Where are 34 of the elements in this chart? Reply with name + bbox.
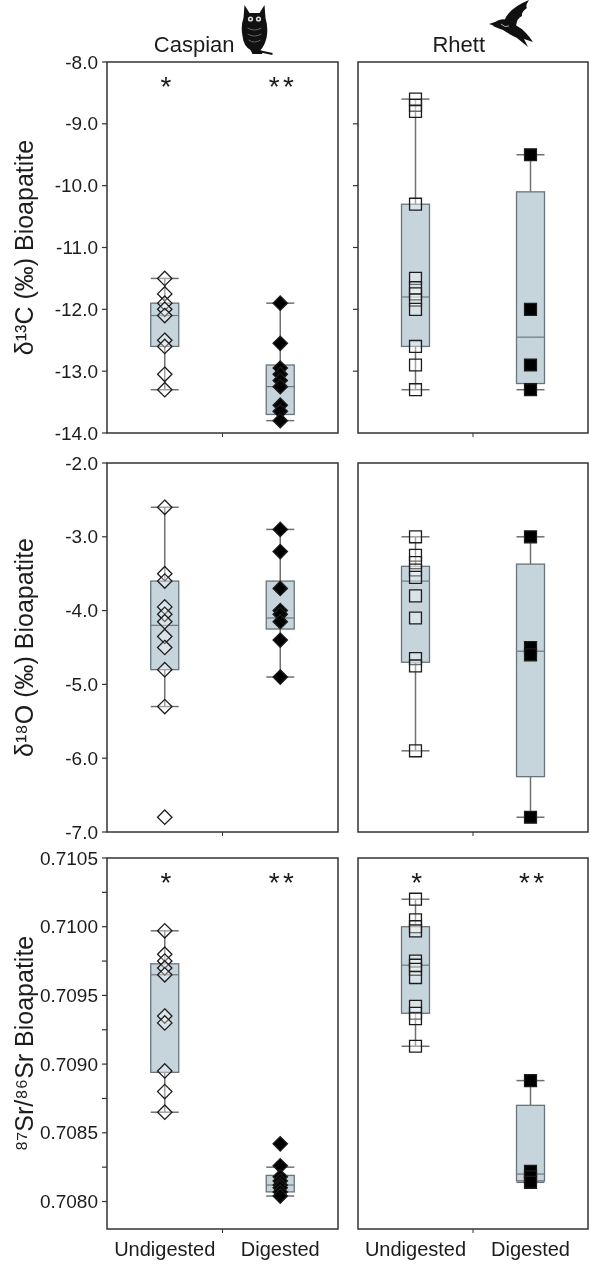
y-tick-label: -2.0 (65, 452, 98, 474)
y-tick-label: -5.0 (65, 674, 98, 696)
annotation: * (160, 867, 172, 898)
y-tick-label: -11.0 (56, 237, 98, 259)
x-tick-label: Digested (240, 1238, 320, 1260)
y-tick-label: -12.0 (54, 298, 98, 320)
chart-title: Rhett (432, 32, 485, 57)
y-axis-title: δ¹⁸O (‰) Bioapatite (9, 538, 38, 757)
y-tick-label: -8.0 (65, 51, 98, 73)
annotation: * (411, 867, 423, 898)
annotation: * * (268, 867, 295, 898)
y-axis-title: δ¹³C (‰) Bioapatite (9, 139, 38, 356)
y-tick-label: 0.7100 (39, 916, 98, 938)
y-tick-label: -9.0 (65, 113, 98, 135)
y-tick-label: -10.0 (54, 175, 98, 197)
y-tick-label: -3.0 (65, 526, 98, 548)
y-tick-label: 0.7095 (39, 985, 98, 1007)
y-axis-title: ⁸⁷Sr/⁸⁶Sr Bioapatite (9, 935, 38, 1152)
y-tick-label: -7.0 (65, 821, 98, 843)
x-tick-label: Undigested (114, 1238, 216, 1260)
y-tick-label: -6.0 (65, 747, 98, 769)
y-tick-label: -4.0 (65, 600, 98, 622)
annotation: * * (268, 71, 295, 102)
y-tick-label: 0.7090 (39, 1053, 98, 1075)
annotation: * (160, 71, 172, 102)
x-tick-label: Digested (491, 1238, 570, 1260)
y-tick-label: -13.0 (54, 360, 98, 382)
y-tick-label: 0.7085 (39, 1122, 98, 1144)
y-tick-label: 0.7080 (39, 1191, 98, 1213)
y-tick-label: 0.7105 (39, 847, 98, 869)
annotation: * * (519, 867, 545, 898)
chart-title: Caspian (153, 32, 235, 57)
x-tick-label: Undigested (364, 1238, 467, 1260)
y-tick-label: -14.0 (54, 422, 98, 444)
